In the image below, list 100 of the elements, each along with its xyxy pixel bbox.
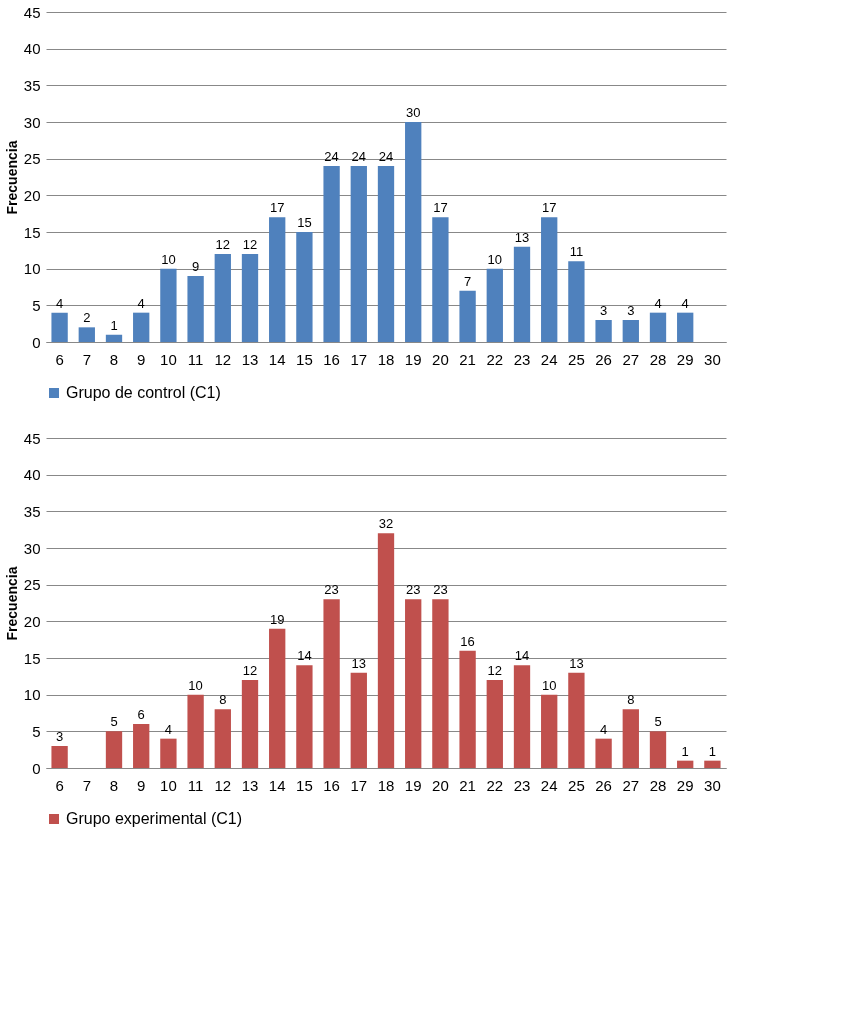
x-tick-label: 6 [55,776,64,794]
y-axis-title: Frecuencia [3,566,20,641]
y-tick-label: 40 [23,40,41,58]
bar [160,738,177,768]
x-tick-label: 14 [268,776,286,794]
x-tick-label: 10 [160,350,177,368]
x-tick-label: 25 [568,350,585,368]
bar [486,680,503,768]
x-tick-label: 26 [595,350,612,368]
data-label: 24 [351,149,367,164]
bar [541,694,558,768]
data-label: 23 [324,582,339,598]
bar [649,731,667,768]
data-label: 14 [297,648,312,664]
x-tick-label: 11 [187,776,204,794]
y-tick-label: 5 [32,296,41,314]
x-tick-label: 21 [459,350,476,368]
x-tick-label: 10 [160,776,177,794]
data-label: 32 [378,516,394,532]
bar [214,709,231,768]
data-label: 17 [269,200,285,216]
x-tick-label: 23 [513,350,531,368]
data-label: 1 [110,317,118,333]
y-tick-label: 25 [23,150,41,168]
bar [323,166,340,342]
y-tick-label: 40 [23,466,41,484]
x-tick-label: 8 [109,350,119,368]
data-label: 1 [708,743,717,759]
x-tick-label: 17 [350,350,368,368]
bar [677,760,694,768]
x-tick-label: 8 [109,776,119,794]
bar [214,254,231,342]
data-label: 9 [191,259,200,274]
x-tick-label: 11 [187,350,204,368]
x-tick-label: 29 [676,350,694,368]
bar [241,254,259,342]
x-tick-label: 28 [649,350,667,368]
data-label: 12 [242,237,258,252]
bar [51,312,68,342]
data-label: 12 [215,237,231,252]
y-tick-label: 30 [23,113,41,131]
x-tick-label: 20 [432,350,449,368]
bar [133,724,150,768]
x-tick-label: 17 [350,776,368,794]
data-label: 8 [219,692,227,708]
x-tick-label: 24 [540,350,558,368]
data-label: 10 [188,677,203,693]
x-tick-label: 21 [459,776,476,794]
x-tick-label: 12 [214,350,232,368]
x-tick-label: 9 [137,350,146,368]
bar [377,166,395,342]
bar [296,232,313,342]
data-label: 4 [137,295,145,311]
x-tick-label: 13 [241,350,259,368]
x-tick-label: 16 [323,350,340,368]
data-label: 8 [627,692,635,708]
bar [105,334,123,342]
bar [269,217,286,342]
data-label: 3 [627,303,635,318]
x-tick-label: 18 [377,350,395,368]
x-tick-label: 28 [649,776,667,794]
bar [405,122,422,342]
data-label: 16 [460,633,475,649]
data-label: 23 [433,582,448,598]
data-label: 23 [405,582,421,598]
data-label: 13 [569,655,584,671]
x-tick-label: 15 [296,350,313,368]
x-tick-label: 20 [432,776,449,794]
y-tick-label: 35 [23,76,41,94]
data-label: 12 [242,663,258,678]
y-axis-title: Frecuencia [3,140,20,215]
x-tick-label: 27 [622,776,640,794]
legend-label: Grupo de control (C1) [66,384,221,401]
y-tick-label: 45 [23,429,41,447]
bar [568,672,585,768]
x-tick-label: 25 [568,776,585,794]
data-label: 2 [83,310,91,326]
bar [405,599,422,768]
data-label: 11 [569,244,584,260]
bar [568,261,585,342]
bar [105,731,123,768]
y-tick-label: 5 [32,722,41,740]
bar [541,217,558,342]
y-tick-label: 20 [23,612,41,630]
bar [323,599,340,768]
bar [622,320,639,342]
y-tick-label: 0 [32,759,41,777]
bar [595,738,612,768]
data-label: 10 [541,677,557,693]
data-label: 4 [599,721,608,737]
data-label: 5 [654,714,662,730]
data-label: 13 [514,229,530,245]
x-tick-label: 7 [82,776,91,794]
bar [595,320,612,342]
data-label: 3 [55,729,64,744]
x-tick-label: 12 [214,776,232,794]
x-tick-label: 23 [513,776,531,794]
bar [350,672,367,768]
data-label: 17 [541,200,557,216]
bar [622,709,639,768]
